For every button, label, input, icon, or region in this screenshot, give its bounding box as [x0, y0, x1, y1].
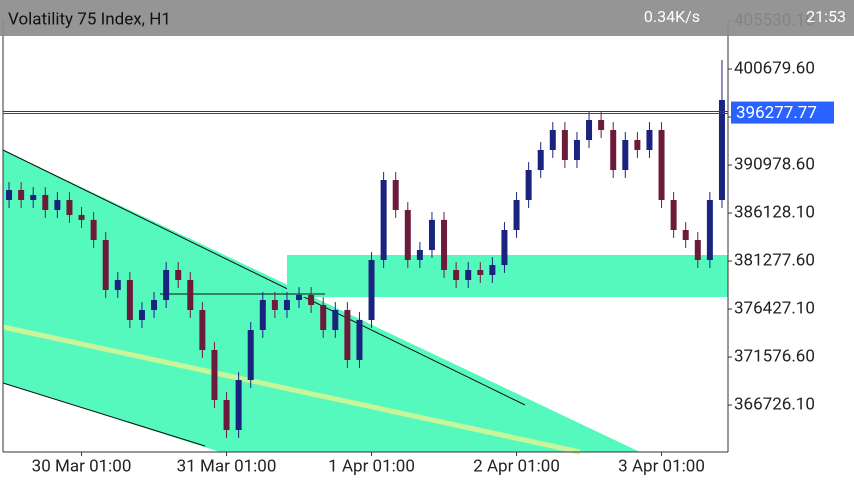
candle-body — [308, 295, 315, 305]
clock: 21:53 — [806, 7, 846, 26]
candle-body — [561, 129, 568, 160]
candle-body — [223, 399, 230, 431]
channel-lower — [2, 382, 206, 447]
candle-body — [392, 179, 399, 210]
candle-body — [465, 270, 472, 280]
status-bar — [0, 0, 854, 36]
candle-body — [114, 279, 121, 291]
candle-body — [235, 379, 242, 431]
net-speed: 0.34K/s — [644, 7, 700, 26]
x-tick-label: 3 Apr 01:00 — [618, 456, 705, 476]
x-tick-label: 30 Mar 01:00 — [32, 456, 132, 476]
candle-body — [90, 219, 97, 240]
channel-fill — [3, 150, 640, 452]
y-tick-label: 386128.10 — [734, 202, 815, 222]
candle-body — [332, 310, 339, 331]
candle-body — [344, 310, 351, 360]
candle-body — [138, 310, 145, 320]
candle-body — [513, 199, 520, 230]
candle-body — [54, 199, 61, 210]
candle-body — [283, 299, 290, 311]
candle-body — [646, 129, 653, 150]
candle-body — [247, 330, 254, 380]
candle-body — [477, 270, 484, 276]
candle-body — [296, 295, 303, 300]
trend-line — [2, 149, 526, 406]
candle-body — [525, 169, 532, 200]
candle-body — [670, 199, 677, 230]
candle-body — [163, 270, 170, 300]
candle-body — [573, 139, 580, 160]
candle-body — [211, 349, 218, 400]
candle-body — [658, 129, 665, 200]
candle-body — [453, 270, 460, 280]
candle-body — [489, 265, 496, 276]
candle-body — [537, 149, 544, 170]
zone — [287, 255, 728, 297]
candle-body — [320, 304, 327, 331]
y-tick-label: 400679.60 — [734, 58, 815, 78]
x-tick-label: 31 Mar 01:00 — [177, 456, 277, 476]
candle-body — [187, 279, 194, 311]
y-tick-label: 371576.60 — [734, 346, 815, 366]
candle-body — [151, 299, 158, 311]
candle-body — [441, 219, 448, 271]
channel-midline — [2, 324, 581, 455]
candle-body — [610, 129, 617, 170]
candle-body — [549, 129, 556, 150]
candle-body — [622, 139, 629, 170]
candle-body — [66, 199, 73, 216]
candle-body — [126, 279, 133, 320]
candle-body — [694, 239, 701, 260]
candle-body — [18, 190, 25, 200]
x-tick-label: 1 Apr 01:00 — [328, 456, 415, 476]
candle-body — [271, 299, 278, 311]
price-box — [731, 101, 834, 124]
candle-body — [718, 100, 725, 200]
candle-body — [368, 259, 375, 320]
candle-body — [380, 179, 387, 260]
candle-body — [428, 219, 435, 250]
candle-body — [78, 215, 85, 220]
candle-body — [102, 239, 109, 291]
candles — [6, 60, 725, 438]
x-tick-label: 2 Apr 01:00 — [473, 456, 560, 476]
candle-body — [175, 270, 182, 280]
candle-body — [42, 195, 49, 210]
candle-body — [404, 209, 411, 260]
candle-body — [356, 319, 363, 360]
candle-body — [259, 299, 266, 331]
candle-body — [501, 229, 508, 266]
candle-body — [6, 190, 13, 200]
y-tick-label: 366726.10 — [734, 394, 815, 414]
chart-title: Volatility 75 Index, H1 — [8, 9, 171, 29]
price-label: 396277.77 — [736, 103, 817, 123]
candle-body — [586, 120, 593, 140]
candle-body — [199, 310, 206, 350]
candle-body — [598, 120, 605, 130]
candle-body — [416, 249, 423, 260]
candle-body — [634, 139, 641, 150]
candle-body — [30, 195, 37, 200]
y-tick-label: 390978.60 — [734, 154, 815, 174]
candle-body — [682, 229, 689, 240]
y-tick-label: 381277.60 — [734, 250, 815, 270]
candle-body — [706, 199, 713, 260]
y-tick-label: 376427.10 — [734, 298, 815, 318]
